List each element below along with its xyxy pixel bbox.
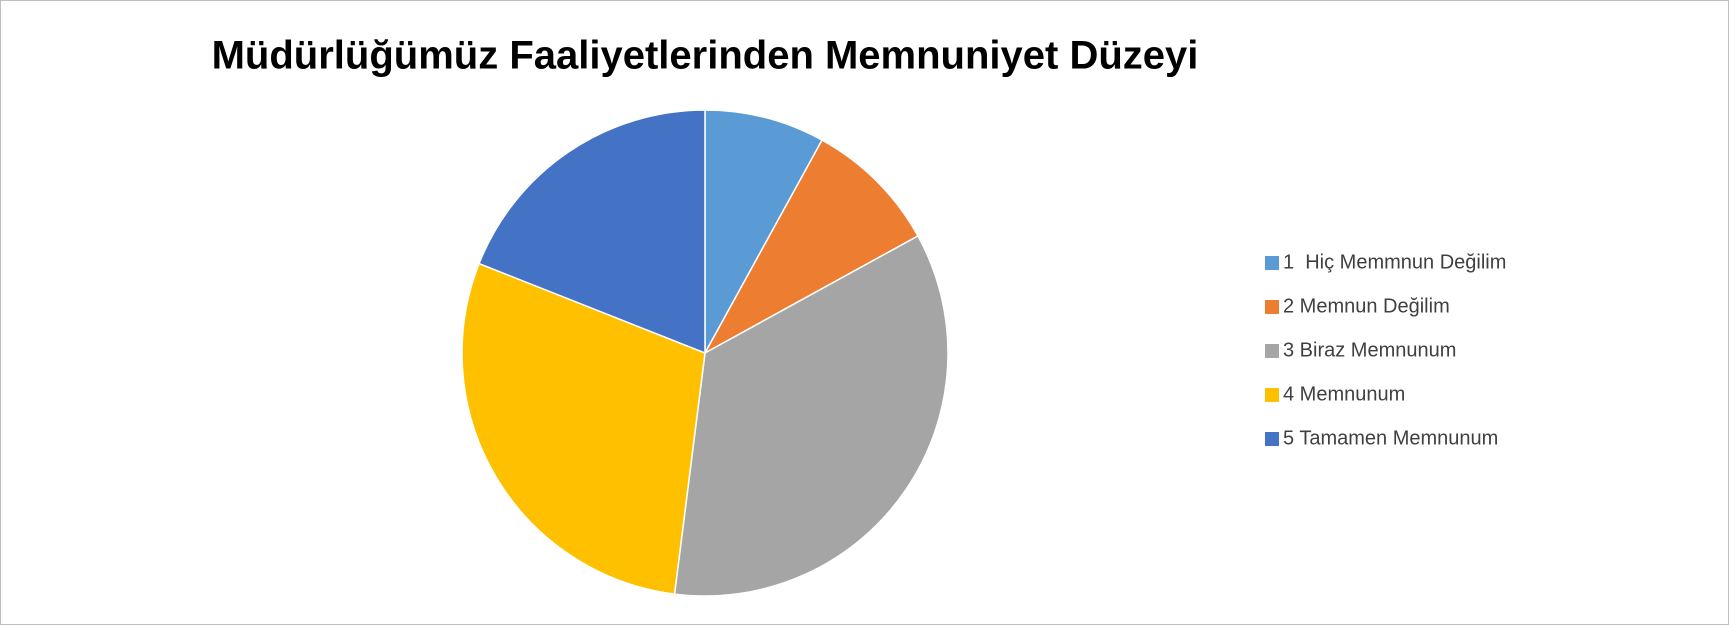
pie-slice xyxy=(673,234,949,597)
chart-title: Müdürlüğümüz Faaliyetlerinden Memnuniyet… xyxy=(212,34,1199,78)
legend-swatch xyxy=(1265,432,1279,446)
legend-label: 1 Hiç Memmnun Değilim xyxy=(1283,251,1506,273)
pie-slice xyxy=(461,262,706,595)
pie-slice xyxy=(703,139,919,355)
legend-label: 5 Tamamen Memnunum xyxy=(1283,427,1498,449)
legend-label: 4 Memnunum xyxy=(1283,383,1405,405)
pie-slice xyxy=(704,109,824,354)
legend-swatch xyxy=(1265,256,1279,270)
legend-swatch xyxy=(1265,300,1279,314)
legend-label: 3 Biraz Memnunum xyxy=(1283,339,1456,361)
pie-slice xyxy=(478,109,706,355)
legend-label: 2 Memnun Değilim xyxy=(1283,295,1450,317)
legend-swatch xyxy=(1265,388,1279,402)
legend-swatch xyxy=(1265,344,1279,358)
